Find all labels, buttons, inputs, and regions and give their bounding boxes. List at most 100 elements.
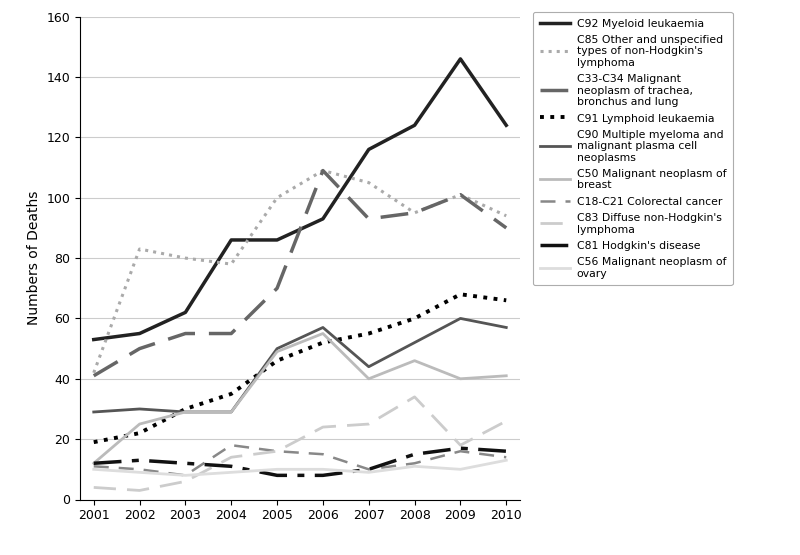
C90 Multiple myeloma and
malignant plasma cell
neoplasms xyxy=(502,324,511,331)
C56 Malignant neoplasm of
ovary xyxy=(89,466,98,473)
C91 Lymphoid leukaemia xyxy=(410,315,419,322)
C90 Multiple myeloma and
malignant plasma cell
neoplasms xyxy=(456,315,466,322)
C50 Malignant neoplasm of
breast xyxy=(502,372,511,379)
C85 Other and unspecified
types of non-Hodgkin's
lymphoma xyxy=(456,191,466,198)
C92 Myeloid leukaemia xyxy=(272,236,282,243)
C81 Hodgkin's disease xyxy=(318,472,328,478)
C92 Myeloid leukaemia xyxy=(502,122,511,129)
C90 Multiple myeloma and
malignant plasma cell
neoplasms xyxy=(318,324,328,331)
C85 Other and unspecified
types of non-Hodgkin's
lymphoma xyxy=(410,209,419,216)
C92 Myeloid leukaemia xyxy=(410,122,419,129)
C81 Hodgkin's disease xyxy=(456,445,466,452)
C56 Malignant neoplasm of
ovary xyxy=(502,457,511,463)
Line: C92 Myeloid leukaemia: C92 Myeloid leukaemia xyxy=(94,59,506,340)
C91 Lymphoid leukaemia xyxy=(181,406,190,412)
Line: C50 Malignant neoplasm of
breast: C50 Malignant neoplasm of breast xyxy=(94,334,506,463)
C81 Hodgkin's disease xyxy=(134,457,144,463)
C90 Multiple myeloma and
malignant plasma cell
neoplasms xyxy=(226,408,236,415)
C56 Malignant neoplasm of
ovary xyxy=(318,466,328,473)
Line: C56 Malignant neoplasm of
ovary: C56 Malignant neoplasm of ovary xyxy=(94,460,506,475)
C92 Myeloid leukaemia xyxy=(89,336,98,343)
C90 Multiple myeloma and
malignant plasma cell
neoplasms xyxy=(410,339,419,346)
C33-C34 Malignant
neoplasm of trachea,
bronchus and lung xyxy=(410,209,419,216)
C56 Malignant neoplasm of
ovary xyxy=(364,469,374,476)
C50 Malignant neoplasm of
breast xyxy=(272,349,282,355)
C85 Other and unspecified
types of non-Hodgkin's
lymphoma xyxy=(226,261,236,268)
C92 Myeloid leukaemia xyxy=(181,309,190,316)
C90 Multiple myeloma and
malignant plasma cell
neoplasms xyxy=(134,406,144,412)
C56 Malignant neoplasm of
ovary xyxy=(226,469,236,476)
C90 Multiple myeloma and
malignant plasma cell
neoplasms xyxy=(181,408,190,415)
C91 Lymphoid leukaemia xyxy=(226,391,236,397)
C90 Multiple myeloma and
malignant plasma cell
neoplasms xyxy=(89,408,98,415)
Line: C91 Lymphoid leukaemia: C91 Lymphoid leukaemia xyxy=(94,294,506,442)
C50 Malignant neoplasm of
breast xyxy=(318,330,328,337)
C18-C21 Colorectal cancer xyxy=(272,448,282,455)
C91 Lymphoid leukaemia xyxy=(456,291,466,297)
C33-C34 Malignant
neoplasm of trachea,
bronchus and lung xyxy=(89,372,98,379)
C85 Other and unspecified
types of non-Hodgkin's
lymphoma xyxy=(181,255,190,261)
C50 Malignant neoplasm of
breast xyxy=(226,408,236,415)
C18-C21 Colorectal cancer xyxy=(364,466,374,473)
C85 Other and unspecified
types of non-Hodgkin's
lymphoma xyxy=(318,167,328,174)
C56 Malignant neoplasm of
ovary xyxy=(410,463,419,470)
C33-C34 Malignant
neoplasm of trachea,
bronchus and lung xyxy=(134,345,144,352)
C18-C21 Colorectal cancer xyxy=(226,442,236,448)
C33-C34 Malignant
neoplasm of trachea,
bronchus and lung xyxy=(226,330,236,337)
C83 Diffuse non-Hodgkin's
lymphoma xyxy=(134,487,144,494)
C50 Malignant neoplasm of
breast xyxy=(134,421,144,427)
C85 Other and unspecified
types of non-Hodgkin's
lymphoma xyxy=(502,213,511,219)
C83 Diffuse non-Hodgkin's
lymphoma xyxy=(181,478,190,485)
C18-C21 Colorectal cancer xyxy=(502,454,511,461)
Line: C85 Other and unspecified
types of non-Hodgkin's
lymphoma: C85 Other and unspecified types of non-H… xyxy=(94,170,506,373)
C91 Lymphoid leukaemia xyxy=(364,330,374,337)
C18-C21 Colorectal cancer xyxy=(318,451,328,457)
C33-C34 Malignant
neoplasm of trachea,
bronchus and lung xyxy=(364,215,374,222)
C56 Malignant neoplasm of
ovary xyxy=(456,466,466,473)
C33-C34 Malignant
neoplasm of trachea,
bronchus and lung xyxy=(318,167,328,174)
Line: C81 Hodgkin's disease: C81 Hodgkin's disease xyxy=(94,448,506,475)
C18-C21 Colorectal cancer xyxy=(456,448,466,455)
C85 Other and unspecified
types of non-Hodgkin's
lymphoma xyxy=(364,179,374,186)
C81 Hodgkin's disease xyxy=(89,460,98,467)
C56 Malignant neoplasm of
ovary xyxy=(181,472,190,478)
C91 Lymphoid leukaemia xyxy=(272,357,282,364)
C92 Myeloid leukaemia xyxy=(134,330,144,337)
Line: C18-C21 Colorectal cancer: C18-C21 Colorectal cancer xyxy=(94,445,506,475)
C85 Other and unspecified
types of non-Hodgkin's
lymphoma xyxy=(272,194,282,201)
C83 Diffuse non-Hodgkin's
lymphoma xyxy=(318,424,328,431)
C83 Diffuse non-Hodgkin's
lymphoma xyxy=(226,454,236,461)
C91 Lymphoid leukaemia xyxy=(134,430,144,436)
C92 Myeloid leukaemia xyxy=(364,146,374,153)
C85 Other and unspecified
types of non-Hodgkin's
lymphoma xyxy=(89,370,98,376)
C33-C34 Malignant
neoplasm of trachea,
bronchus and lung xyxy=(502,225,511,231)
C56 Malignant neoplasm of
ovary xyxy=(272,466,282,473)
C91 Lymphoid leukaemia xyxy=(89,439,98,446)
C50 Malignant neoplasm of
breast xyxy=(181,408,190,415)
C83 Diffuse non-Hodgkin's
lymphoma xyxy=(89,484,98,491)
Line: C33-C34 Malignant
neoplasm of trachea,
bronchus and lung: C33-C34 Malignant neoplasm of trachea, b… xyxy=(94,170,506,376)
Y-axis label: Numbers of Deaths: Numbers of Deaths xyxy=(27,191,41,325)
C33-C34 Malignant
neoplasm of trachea,
bronchus and lung xyxy=(272,285,282,291)
C92 Myeloid leukaemia xyxy=(226,236,236,243)
C81 Hodgkin's disease xyxy=(226,463,236,470)
C83 Diffuse non-Hodgkin's
lymphoma xyxy=(364,421,374,427)
C81 Hodgkin's disease xyxy=(502,448,511,455)
C81 Hodgkin's disease xyxy=(181,460,190,467)
C50 Malignant neoplasm of
breast xyxy=(456,375,466,382)
C33-C34 Malignant
neoplasm of trachea,
bronchus and lung xyxy=(181,330,190,337)
C92 Myeloid leukaemia xyxy=(456,56,466,62)
C90 Multiple myeloma and
malignant plasma cell
neoplasms xyxy=(272,345,282,352)
Legend: C92 Myeloid leukaemia, C85 Other and unspecified
types of non-Hodgkin's
lymphoma: C92 Myeloid leukaemia, C85 Other and uns… xyxy=(534,12,733,285)
C81 Hodgkin's disease xyxy=(272,472,282,478)
C18-C21 Colorectal cancer xyxy=(181,472,190,478)
C18-C21 Colorectal cancer xyxy=(410,460,419,467)
C90 Multiple myeloma and
malignant plasma cell
neoplasms xyxy=(364,364,374,370)
Line: C90 Multiple myeloma and
malignant plasma cell
neoplasms: C90 Multiple myeloma and malignant plasm… xyxy=(94,319,506,412)
C91 Lymphoid leukaemia xyxy=(318,339,328,346)
C83 Diffuse non-Hodgkin's
lymphoma xyxy=(272,448,282,455)
C85 Other and unspecified
types of non-Hodgkin's
lymphoma xyxy=(134,246,144,253)
C83 Diffuse non-Hodgkin's
lymphoma xyxy=(410,393,419,400)
C81 Hodgkin's disease xyxy=(364,466,374,473)
C83 Diffuse non-Hodgkin's
lymphoma xyxy=(502,418,511,425)
